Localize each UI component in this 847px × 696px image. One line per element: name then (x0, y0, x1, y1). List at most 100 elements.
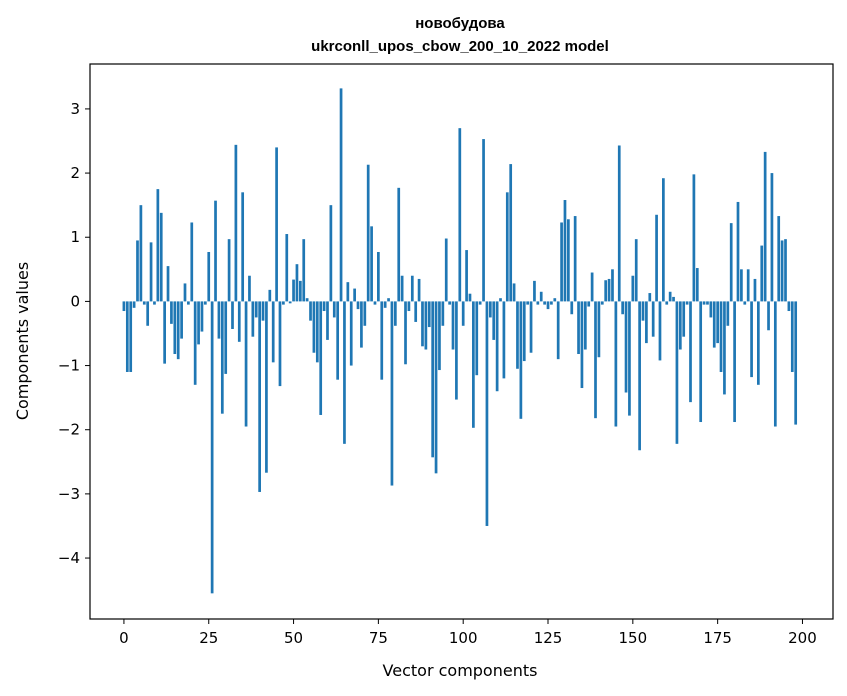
bar (621, 301, 625, 315)
y-tick-label: 0 (70, 292, 80, 310)
bar (268, 289, 272, 302)
y-tick-label: 2 (70, 164, 80, 182)
bar (611, 269, 614, 302)
bar (390, 301, 394, 486)
bar (176, 301, 180, 360)
bar (217, 301, 221, 339)
bar (787, 301, 791, 312)
bar (651, 301, 655, 337)
bar (353, 288, 356, 302)
bar (600, 301, 604, 305)
bar (746, 269, 750, 302)
bar (387, 298, 390, 302)
bar (641, 301, 645, 321)
bar (455, 301, 458, 400)
bar (346, 282, 350, 302)
bar (740, 269, 743, 302)
bar (556, 301, 560, 360)
bar (458, 128, 462, 302)
bar (275, 147, 278, 302)
bar (200, 301, 204, 332)
bar (682, 301, 686, 337)
bar (536, 301, 540, 305)
bar (370, 226, 373, 302)
bar (380, 301, 384, 380)
bar (550, 301, 553, 305)
bar (638, 301, 641, 451)
bar (424, 301, 428, 350)
x-tick-label: 200 (788, 629, 817, 647)
bar (190, 222, 194, 302)
bar (719, 301, 723, 372)
bar (502, 301, 506, 379)
bar (254, 301, 258, 318)
bar (723, 301, 726, 395)
bar (438, 301, 441, 371)
bar (125, 301, 129, 372)
bar (655, 214, 658, 302)
bar (332, 301, 336, 318)
bar (414, 301, 418, 322)
x-tick-label: 0 (119, 629, 129, 647)
bar (492, 301, 496, 340)
x-tick-label: 125 (534, 629, 563, 647)
bar (427, 301, 431, 328)
x-tick-label: 50 (284, 629, 303, 647)
bar (431, 301, 435, 458)
bar (139, 205, 143, 302)
bar (244, 301, 248, 427)
bar (271, 301, 275, 363)
x-tick-label: 150 (619, 629, 648, 647)
bar (468, 293, 472, 302)
bar (685, 301, 689, 305)
bar (251, 301, 255, 337)
bar (529, 301, 533, 353)
bar (248, 275, 251, 302)
bar (132, 301, 136, 308)
chart-subtitle: ukrconll_upos_cbow_200_10_2022 model (311, 38, 609, 55)
bar (312, 301, 316, 353)
x-tick-label: 25 (199, 629, 218, 647)
bar (336, 301, 340, 380)
bar (617, 145, 621, 302)
bar (665, 301, 669, 305)
bar (122, 301, 126, 312)
bar (322, 301, 326, 312)
bar (567, 219, 570, 302)
bar (743, 301, 747, 305)
bar (142, 301, 146, 305)
bar (495, 301, 499, 392)
bar (478, 301, 482, 305)
bar (543, 301, 546, 305)
bar (509, 164, 513, 302)
bar (753, 278, 757, 302)
bar (163, 301, 166, 364)
bar (512, 283, 516, 302)
bar (760, 245, 764, 302)
bar (580, 301, 584, 389)
bar (784, 239, 787, 302)
bar (305, 298, 309, 302)
x-axis-ticks: 0 25 50 75 100 125 150 175 200 (119, 619, 817, 647)
bar (767, 301, 770, 331)
bar (237, 301, 241, 342)
bar (360, 301, 363, 348)
bar (726, 301, 730, 326)
bar (689, 301, 692, 403)
bar (203, 301, 207, 305)
bar (695, 268, 699, 302)
bar (404, 301, 407, 365)
bar (794, 301, 798, 425)
bar (539, 291, 543, 302)
bar (702, 301, 706, 305)
bar (634, 239, 638, 302)
bar (553, 298, 557, 302)
bar (763, 151, 767, 302)
bar (315, 301, 319, 363)
x-tick-label: 175 (703, 629, 732, 647)
bar (441, 301, 445, 326)
bar (750, 301, 753, 378)
bar (770, 173, 774, 302)
y-tick-label: −3 (58, 485, 80, 503)
bar (393, 301, 397, 326)
